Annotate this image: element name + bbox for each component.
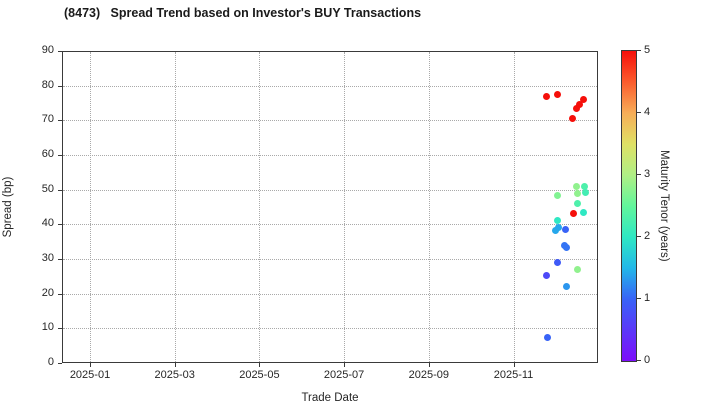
y-gridline [63, 328, 597, 330]
y-tick-mark [58, 363, 62, 364]
y-tick-label: 90 [41, 44, 54, 56]
data-point [582, 188, 590, 196]
data-point [542, 272, 550, 280]
data-point [561, 225, 569, 233]
plot-area [62, 51, 598, 363]
x-gridline [174, 52, 176, 362]
colorbar-label: Maturity Tenor (years) [658, 150, 670, 262]
y-axis-label: Spread (bp) [2, 176, 14, 238]
data-point [563, 244, 571, 252]
colorbar-tick-label: 0 [644, 353, 651, 366]
data-point [553, 192, 561, 200]
colorbar-tick-mark [637, 236, 641, 237]
data-point [570, 210, 578, 218]
x-gridline [259, 52, 261, 362]
colorbar-tick-mark [637, 174, 641, 175]
x-tick-label: 2025-07 [323, 369, 365, 381]
data-point [552, 227, 560, 235]
y-tick-label: 70 [41, 113, 54, 126]
x-tick-label: 2025-01 [69, 369, 111, 381]
x-tick-label: 2025-05 [239, 369, 280, 381]
data-point [579, 96, 587, 104]
colorbar-tick-mark [637, 298, 641, 299]
y-tick-mark [58, 224, 62, 226]
y-gridline [63, 259, 597, 260]
colorbar-tick-label: 3 [644, 167, 651, 180]
data-point [581, 182, 589, 190]
y-tick-mark [58, 85, 62, 87]
x-tick-mark [344, 363, 346, 367]
x-tick-label: 2025-09 [408, 369, 449, 381]
y-tick-mark [58, 259, 62, 260]
y-tick-label: 30 [41, 252, 54, 264]
data-point [575, 100, 583, 108]
data-point [553, 258, 561, 266]
x-tick-mark [174, 363, 176, 367]
data-point [542, 92, 550, 100]
x-tick-mark [259, 363, 261, 367]
x-gridline [428, 52, 430, 362]
x-gridline [90, 52, 91, 362]
y-tick-mark [58, 293, 62, 295]
chart-title: (8473) Spread Trend based on Investor's … [64, 6, 422, 20]
y-tick-mark [58, 120, 62, 122]
data-point [572, 182, 580, 190]
data-point [555, 223, 563, 231]
y-gridline [63, 120, 597, 122]
data-point [553, 90, 561, 98]
y-tick-label: 20 [41, 286, 54, 299]
y-gridline [63, 224, 597, 226]
x-tick-label: 2025-03 [154, 369, 195, 381]
colorbar-tick-mark [637, 112, 641, 113]
colorbar-tick-mark [637, 50, 641, 51]
y-tick-mark [58, 155, 62, 156]
x-tick-mark [90, 363, 91, 367]
x-gridline [344, 52, 346, 362]
x-tick-label: 2025-11 [493, 369, 534, 381]
y-tick-mark [58, 189, 62, 191]
data-point [544, 333, 552, 341]
y-gridline [63, 189, 597, 191]
colorbar [621, 50, 637, 362]
x-tick-mark [428, 363, 430, 367]
colorbar-tick-label: 5 [644, 43, 651, 56]
y-tick-label: 60 [41, 148, 54, 160]
y-gridline [63, 293, 597, 295]
data-point [574, 189, 582, 197]
y-tick-label: 50 [41, 182, 54, 195]
y-tick-label: 10 [41, 321, 54, 334]
y-tick-label: 0 [47, 356, 54, 368]
colorbar-tick-label: 1 [644, 291, 651, 304]
x-axis-label: Trade Date [301, 392, 359, 404]
data-point [579, 208, 587, 216]
y-gridline [63, 155, 597, 156]
colorbar-tick-mark [637, 360, 641, 361]
data-point [563, 282, 571, 290]
y-tick-label: 40 [41, 217, 54, 230]
y-tick-label: 80 [41, 78, 54, 91]
colorbar-tick-label: 4 [644, 105, 651, 118]
data-point [553, 217, 561, 225]
y-tick-mark [58, 51, 62, 52]
data-point [574, 265, 582, 273]
data-point [572, 105, 580, 113]
y-gridline [63, 85, 597, 87]
x-gridline [513, 52, 515, 362]
y-tick-mark [58, 328, 62, 330]
data-point [574, 199, 582, 207]
x-tick-mark [513, 363, 515, 367]
colorbar-tick-label: 2 [644, 229, 651, 242]
data-point [568, 115, 576, 123]
